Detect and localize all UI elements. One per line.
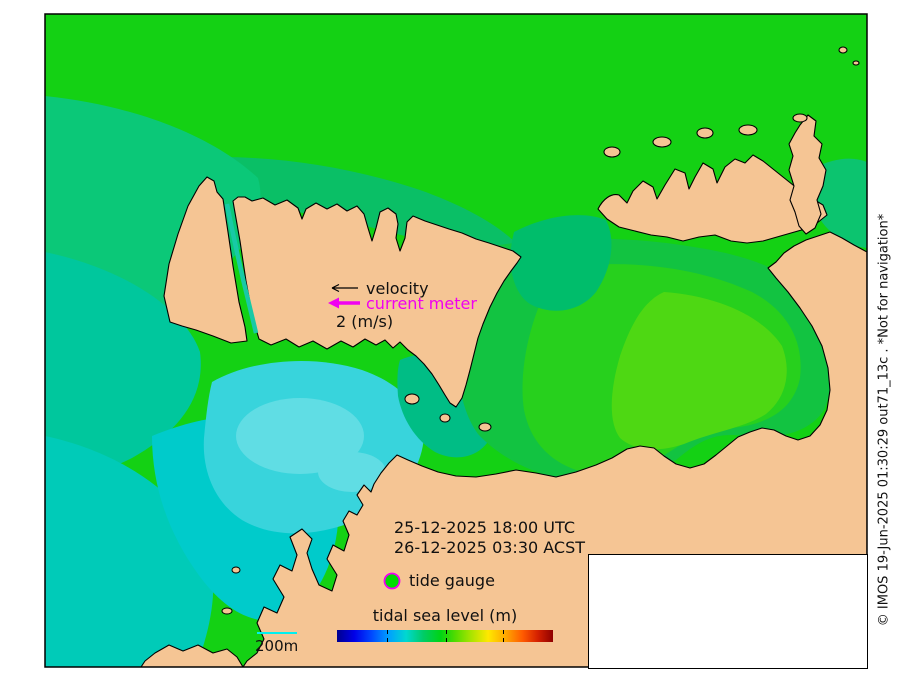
land-croker-island [788,114,827,235]
island [603,146,621,158]
strait-islands [221,393,492,615]
island [478,422,492,432]
scalebar-label: 200m [255,637,299,655]
timestamp-utc: 25-12-2025 18:00 UTC [394,518,575,537]
velocity-legend-label: velocity [366,279,429,298]
land-southwest-coast [140,644,244,667]
colorbar-tick [387,630,388,634]
velocity-scale-label: 2 (m/s) [336,312,394,331]
colorbar-tick [446,638,447,642]
land-bathurst-island [163,176,248,344]
map-border [44,13,868,668]
inset-chart-canvas [589,555,867,668]
island [221,607,233,615]
velocity-legend-arrow [331,283,358,293]
current-meter-legend-arrow [328,297,360,309]
island [652,136,672,148]
colorbar [337,630,553,642]
colorbar-title: tidal sea level (m) [372,606,518,625]
colorbar-tick [503,630,504,634]
island [852,60,860,66]
land-melville-island [232,196,522,408]
colorbar-tick [387,638,388,642]
island [738,124,758,136]
island [838,46,848,54]
island [231,566,241,574]
island [404,393,420,405]
island [792,113,808,123]
island [439,413,451,423]
tide-gauge-legend-icon [383,572,401,590]
colorbar-tick [503,638,504,642]
island [696,127,714,139]
timestamp-acst: 26-12-2025 03:30 ACST [394,538,586,557]
land-cobourg-peninsula [597,154,828,244]
colorbar-tick [446,630,447,634]
current-meter-legend-label: current meter [366,294,477,313]
apsley-strait-channel [224,203,259,334]
inset-chart [588,554,868,669]
tide-gauge-legend-label: tide gauge [409,571,495,590]
copyright-note: © IMOS 19-Jun-2025 01:30:29 out71_13c . … [876,213,892,627]
